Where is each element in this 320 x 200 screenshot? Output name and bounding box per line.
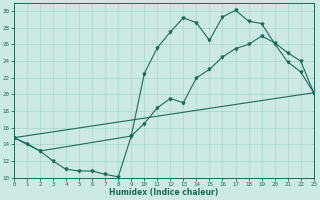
X-axis label: Humidex (Indice chaleur): Humidex (Indice chaleur) [109, 188, 219, 197]
